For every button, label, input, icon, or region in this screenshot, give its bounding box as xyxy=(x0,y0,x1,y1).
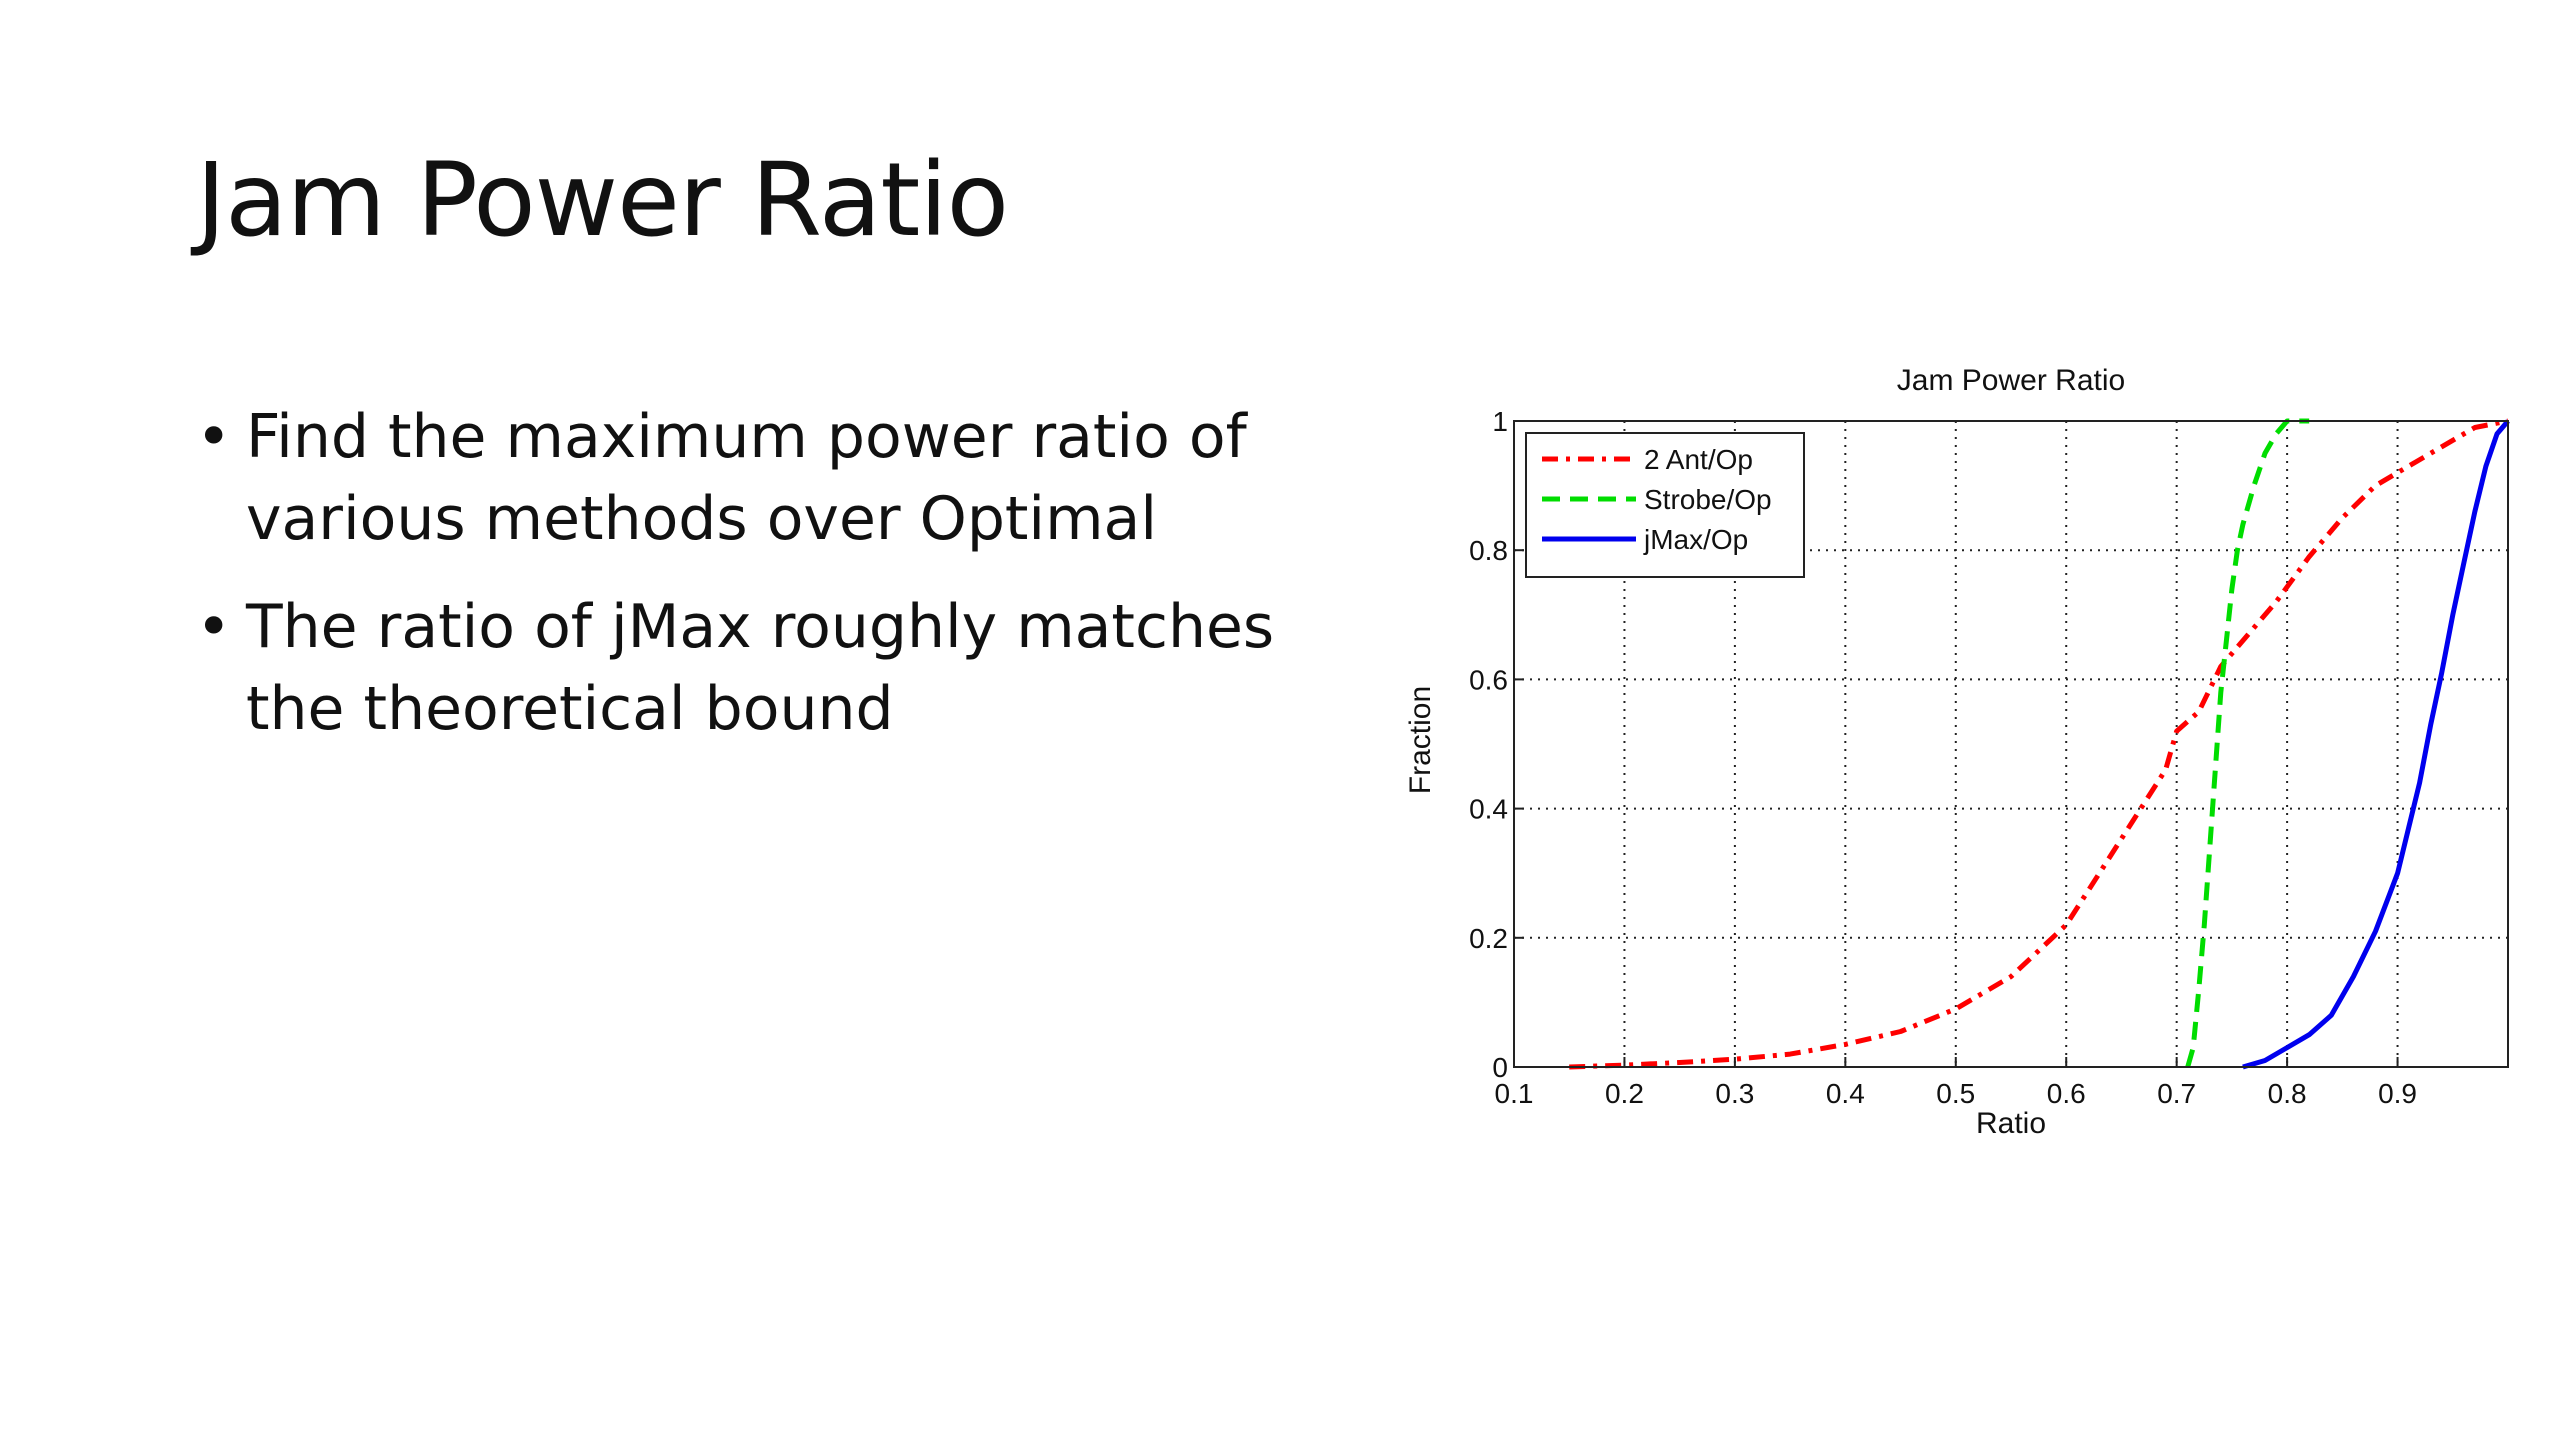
x-tick-label: 0.9 xyxy=(2378,1078,2417,1109)
y-tick-label: 1 xyxy=(1492,406,1508,437)
bullet-dot-icon: • xyxy=(196,592,232,662)
bullet-dot-icon: • xyxy=(196,402,232,472)
x-tick-label: 0.1 xyxy=(1495,1078,1534,1109)
plot-frame xyxy=(1513,420,2509,1068)
y-tick-label: 0.8 xyxy=(1469,535,1508,566)
y-axis-label: Fraction xyxy=(1404,686,1437,794)
x-tick-label: 0.3 xyxy=(1715,1078,1754,1109)
y-tick-label: 0.2 xyxy=(1469,923,1508,954)
y-tick-label: 0.6 xyxy=(1469,664,1508,695)
series-lines xyxy=(1569,418,2510,1070)
bullet-list: • Find the maximum power ratio of variou… xyxy=(196,396,1336,776)
legend-label: jMax/Op xyxy=(1643,524,1748,555)
axis-ticks: 0.1 0.2 0.3 0.4 0.5 0.6 0.7 0.8 0.9 0 0.2 0.4 0.6 0.8… xyxy=(1469,406,2417,1109)
y-tick-label: 0.4 xyxy=(1469,794,1508,825)
chart-title: Jam Power Ratio xyxy=(1897,364,2125,397)
bullet-item: • Find the maximum power ratio of variou… xyxy=(196,396,1336,560)
x-tick-label: 0.4 xyxy=(1826,1078,1865,1109)
series-line-1 xyxy=(1569,418,2509,1070)
x-tick-label: 0.8 xyxy=(2268,1078,2307,1109)
legend-label: 2 Ant/Op xyxy=(1644,444,1753,475)
bullet-item: • The ratio of jMax roughly matches the … xyxy=(196,586,1336,750)
series-line-3 xyxy=(2242,419,2510,1070)
x-tick-label: 0.2 xyxy=(1605,1078,1644,1109)
x-axis-label: Ratio xyxy=(1976,1107,2046,1140)
legend: 2 Ant/Op Strobe/Op jMax/Op xyxy=(1525,432,1805,578)
y-tick-label: 0 xyxy=(1492,1052,1508,1083)
cdf-chart: Jam Power Ratio Ratio Fraction 0.1 0.2 0.3… xyxy=(1404,364,2510,1140)
bullet-text: The ratio of jMax roughly matches the th… xyxy=(246,592,1275,744)
legend-box xyxy=(1525,432,1805,578)
legend-label: Strobe/Op xyxy=(1644,484,1772,515)
slide-title: Jam Power Ratio xyxy=(196,141,1009,260)
grid-lines xyxy=(1514,421,2508,1067)
x-tick-label: 0.7 xyxy=(2157,1078,2196,1109)
series-line-2 xyxy=(2185,418,2310,1068)
x-tick-label: 0.5 xyxy=(1936,1078,1975,1109)
x-tick-label: 0.6 xyxy=(2047,1078,2086,1109)
bullet-text: Find the maximum power ratio of various … xyxy=(246,402,1247,554)
